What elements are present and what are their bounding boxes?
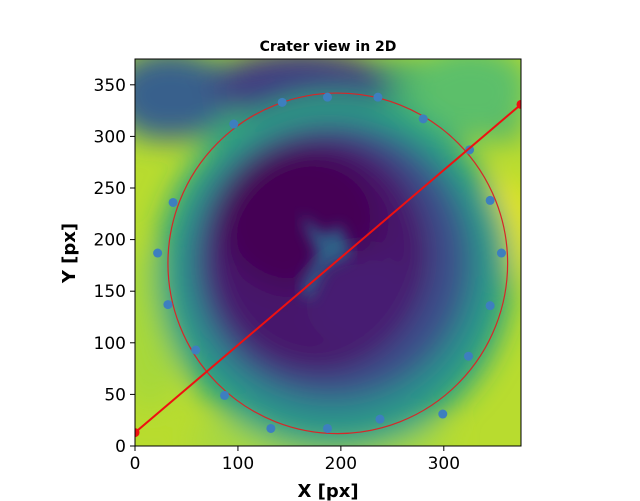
y-tick-label: 0: [115, 437, 126, 457]
y-tick-label: 100: [94, 334, 126, 354]
fitted-rim-circle: [167, 92, 509, 435]
x-tick-label: 0: [130, 454, 141, 474]
profile-line-start: [135, 428, 140, 438]
x-axis: 0 100 200 300: [130, 446, 460, 474]
rim-point-10: [375, 414, 385, 424]
rim-point-6: [496, 248, 506, 258]
rim-point-2: [373, 92, 383, 102]
rim-point-3: [418, 114, 428, 124]
profile-line-end: [516, 99, 521, 109]
y-axis: 0 50 100 150 200 250 300 350: [94, 76, 135, 457]
y-axis-label: Y [px]: [59, 223, 80, 284]
rim-point-16: [153, 248, 163, 258]
y-tick-label: 300: [94, 127, 126, 147]
x-axis-label: X [px]: [297, 481, 358, 501]
rim-point-11: [322, 423, 332, 433]
rim-point-5: [485, 195, 495, 205]
rim-point-18: [229, 119, 239, 129]
y-tick-label: 250: [94, 179, 126, 199]
rim-point-9: [438, 409, 448, 419]
crater-heatmap: [135, 59, 521, 446]
y-tick-label: 150: [94, 282, 126, 302]
y-tick-label: 50: [104, 385, 126, 405]
rim-point-14: [191, 345, 201, 355]
y-tick-label: 350: [94, 76, 126, 96]
chart-title: Crater view in 2D: [260, 39, 397, 55]
rim-point-13: [220, 390, 230, 400]
x-tick-label: 300: [428, 454, 460, 474]
x-tick-label: 100: [222, 454, 254, 474]
rim-point-17: [168, 197, 178, 207]
y-tick-label: 200: [94, 231, 126, 251]
plot-layer: [135, 92, 521, 438]
rim-point-8: [464, 351, 474, 361]
x-tick-label: 200: [325, 454, 357, 474]
plot-frame: [134, 58, 522, 447]
rim-point-15: [163, 300, 173, 310]
rim-point-1: [322, 92, 332, 102]
rim-point-12: [266, 423, 276, 433]
rim-point-7: [485, 301, 495, 311]
profile-line: [135, 103, 521, 434]
rim-point-4: [465, 145, 475, 155]
rim-point-19: [277, 97, 287, 107]
